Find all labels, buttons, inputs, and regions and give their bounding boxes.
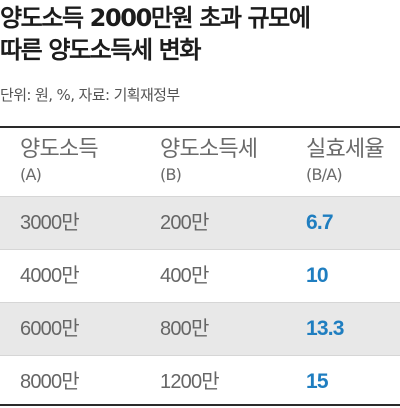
table-row: 4000만 400만 10 bbox=[0, 249, 400, 302]
header-tax-label: 양도소득세 bbox=[160, 137, 258, 162]
income-cell: 4000만 bbox=[20, 265, 80, 287]
table-body: 3000만 200만 6.7 4000만 400만 10 6000만 800만 … bbox=[0, 196, 400, 408]
rate-cell: 13.3 bbox=[306, 317, 344, 340]
table-top-rule bbox=[0, 126, 400, 128]
title-line-1: 양도소득 2000만원 초과 규모에 bbox=[0, 4, 311, 32]
header-rate-label: 실효세율 bbox=[306, 137, 385, 162]
header-tax-sub: (B) bbox=[160, 165, 182, 184]
unit-note: 단위: 원, %, 자료: 기획재정부 bbox=[0, 86, 180, 104]
header-rate-sub: (B/A) bbox=[306, 165, 343, 184]
header-income-sub: (A) bbox=[20, 165, 42, 184]
tax-cell: 400만 bbox=[160, 265, 209, 287]
rate-cell: 10 bbox=[306, 264, 329, 287]
table-row: 8000만 1200만 15 bbox=[0, 355, 400, 408]
income-cell: 6000만 bbox=[20, 318, 80, 340]
header-tax: 양도소득세 (B) bbox=[160, 136, 258, 186]
income-cell: 8000만 bbox=[20, 371, 80, 393]
tax-cell: 200만 bbox=[160, 212, 209, 234]
header-income: 양도소득 (A) bbox=[20, 136, 99, 186]
tax-cell: 1200만 bbox=[160, 371, 220, 393]
table-row: 6000만 800만 13.3 bbox=[0, 302, 400, 355]
header-income-label: 양도소득 bbox=[20, 137, 99, 162]
tax-cell: 800만 bbox=[160, 318, 209, 340]
chart-title: 양도소득 2000만원 초과 규모에 따른 양도소득세 변화 bbox=[0, 2, 400, 66]
rate-cell: 6.7 bbox=[306, 211, 334, 234]
table-bottom-rule bbox=[0, 404, 400, 406]
title-line-2: 따른 양도소득세 변화 bbox=[0, 36, 201, 64]
rate-cell: 15 bbox=[306, 370, 329, 393]
table-row: 3000만 200만 6.7 bbox=[0, 196, 400, 249]
header-rate: 실효세율 (B/A) bbox=[306, 136, 385, 186]
income-cell: 3000만 bbox=[20, 212, 80, 234]
